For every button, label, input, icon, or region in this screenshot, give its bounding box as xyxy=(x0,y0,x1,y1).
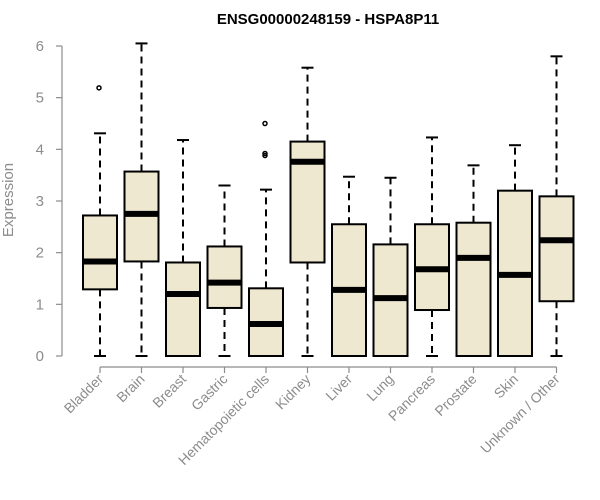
x-tick-label-9: Prostate xyxy=(431,371,479,419)
x-tick-label-2: Breast xyxy=(149,371,189,411)
y-tick-label-5: 5 xyxy=(36,90,44,107)
box-8 xyxy=(414,136,450,357)
box-5 xyxy=(289,66,326,357)
outlier-4-1 xyxy=(262,150,268,157)
y-tick-label-2: 2 xyxy=(36,245,44,262)
x-tick-label-11: Unknown / Other xyxy=(477,371,563,457)
outlier-4-2 xyxy=(262,120,268,127)
outlier-4-0 xyxy=(262,152,268,159)
y-tick-label-1: 1 xyxy=(36,296,44,313)
y-tick-label-3: 3 xyxy=(36,193,44,210)
box-0 xyxy=(82,85,118,357)
box-2 xyxy=(165,139,201,358)
box-1 xyxy=(123,42,160,357)
x-tick-label-1: Brain xyxy=(113,371,147,405)
y-axis-label: Expression xyxy=(0,163,17,237)
iqr-box-3 xyxy=(206,245,243,309)
y-tick-label-0: 0 xyxy=(36,348,44,365)
box-11 xyxy=(538,55,575,357)
x-tick-label-5: Kidney xyxy=(272,371,314,413)
box-7 xyxy=(372,176,409,357)
iqr-box-9 xyxy=(455,221,492,357)
x-tick-label-7: Lung xyxy=(363,371,396,404)
box-9 xyxy=(455,164,492,357)
iqr-box-11 xyxy=(538,195,575,303)
box-10 xyxy=(497,144,533,357)
outlier-0-0 xyxy=(96,85,102,91)
y-tick-label-6: 6 xyxy=(36,38,44,55)
box-4 xyxy=(248,120,284,358)
x-tick-label-10: Skin xyxy=(491,371,522,402)
iqr-box-2 xyxy=(165,261,201,358)
y-axis: 0 1 2 3 4 5 6 xyxy=(36,38,63,365)
y-tick-label-4: 4 xyxy=(36,141,44,158)
box-series xyxy=(82,42,575,358)
box-3 xyxy=(206,184,243,357)
x-tick-label-6: Liver xyxy=(322,371,355,404)
chart-title: ENSG00000248159 - HSPA8P11 xyxy=(217,11,439,28)
box-6 xyxy=(331,175,367,357)
x-tick-label-0: Bladder xyxy=(61,371,107,417)
iqr-box-0 xyxy=(82,214,118,291)
